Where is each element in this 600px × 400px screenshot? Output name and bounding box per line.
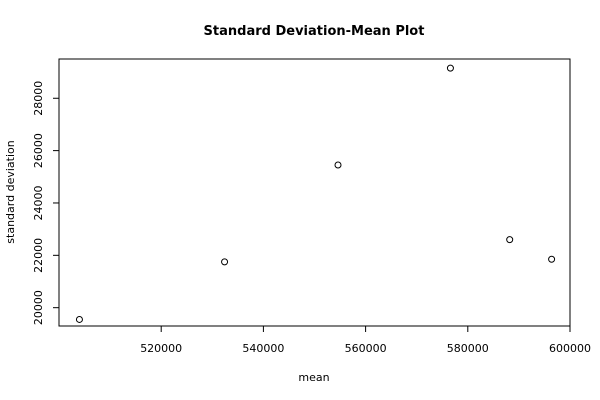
y-tick-label: 22000 [32, 238, 45, 273]
x-tick-label: 520000 [140, 342, 182, 355]
x-tick-label: 580000 [447, 342, 489, 355]
data-point [506, 236, 514, 244]
y-axis: 20000 22000 24000 26000 28000 [32, 81, 59, 325]
y-tick-label: 24000 [32, 185, 45, 220]
data-point [221, 258, 229, 266]
y-tick-label: 26000 [32, 133, 45, 168]
x-axis-label: mean [298, 371, 329, 384]
x-tick-label: 600000 [549, 342, 591, 355]
data-point [548, 255, 556, 263]
y-axis-label: standard deviation [4, 140, 17, 243]
plot-frame [58, 58, 571, 327]
x-tick-label: 560000 [345, 342, 387, 355]
chart-title: Standard Deviation-Mean Plot [204, 24, 425, 39]
x-axis: 520000 540000 560000 580000 600000 [140, 326, 591, 355]
data-point [75, 315, 83, 323]
data-point [446, 64, 454, 72]
data-points [75, 64, 556, 323]
x-tick-label: 540000 [242, 342, 284, 355]
y-tick-label: 28000 [32, 81, 45, 116]
data-point [334, 161, 342, 169]
y-tick-label: 20000 [32, 290, 45, 325]
